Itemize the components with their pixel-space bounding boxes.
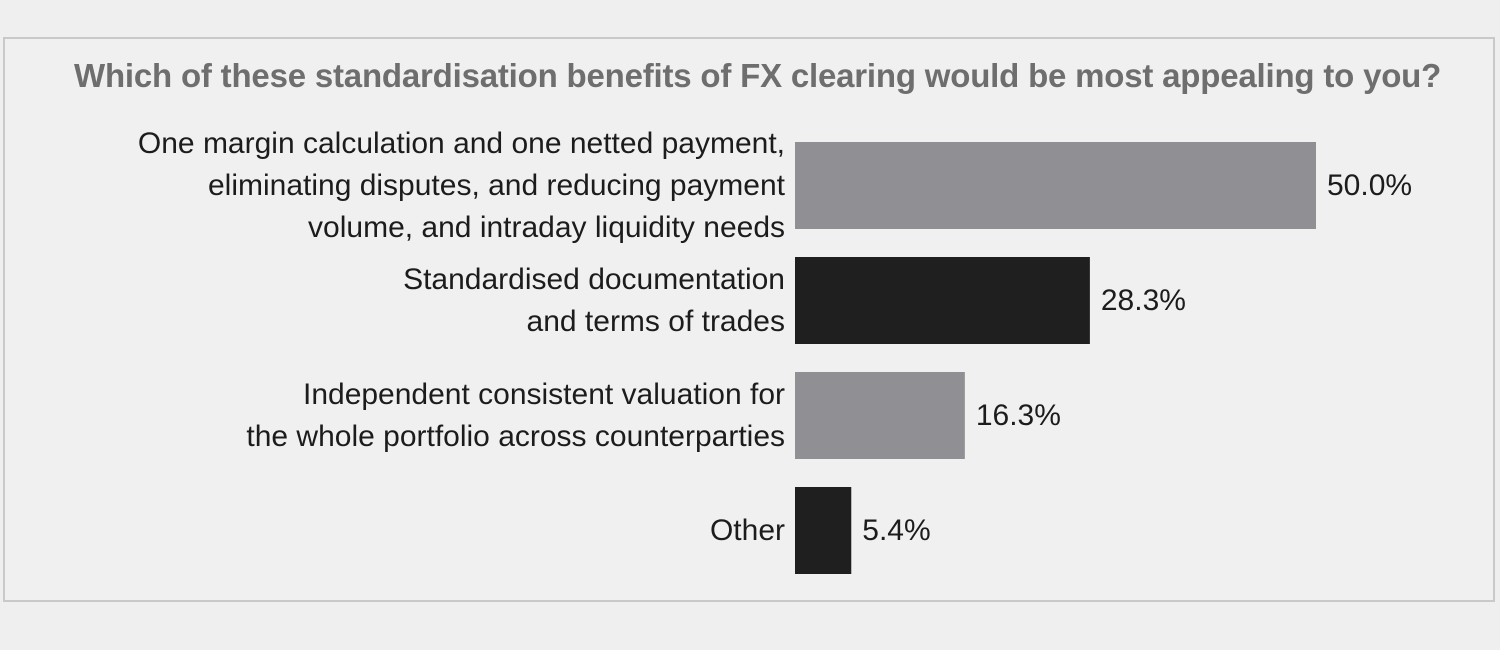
bar-1 xyxy=(795,142,1316,229)
category-label-1: One margin calculation and one netted pa… xyxy=(25,123,785,249)
category-label-line: volume, and intraday liquidity needs xyxy=(308,210,785,244)
category-label-line: Independent consistent valuation for xyxy=(302,377,785,411)
value-label-2: 28.3% xyxy=(1100,283,1186,317)
chart-title: Which of these standardisation benefits … xyxy=(74,57,1442,94)
category-label-4: Other xyxy=(25,510,785,552)
category-label-2: Standardised documentation and terms of t… xyxy=(25,259,785,343)
bar-3 xyxy=(795,372,965,459)
bar-4 xyxy=(795,487,852,574)
category-label-line: One margin calculation and one netted pa… xyxy=(137,126,785,160)
chart-panel xyxy=(3,37,1495,602)
category-label-line: Standardised documentation xyxy=(403,262,785,296)
category-label-line: eliminating disputes, and reducing payme… xyxy=(207,168,785,202)
category-label-line: Other xyxy=(709,513,785,547)
value-label-3: 16.3% xyxy=(975,398,1061,432)
bar-2 xyxy=(795,257,1090,344)
category-label-line: the whole portfolio across counterpartie… xyxy=(246,419,785,453)
value-label-4: 5.4% xyxy=(862,513,931,547)
value-label-1: 50.0% xyxy=(1327,168,1413,202)
category-label-3: Independent consistent valuation for the … xyxy=(25,374,785,458)
category-label-line: and terms of trades xyxy=(526,304,785,338)
